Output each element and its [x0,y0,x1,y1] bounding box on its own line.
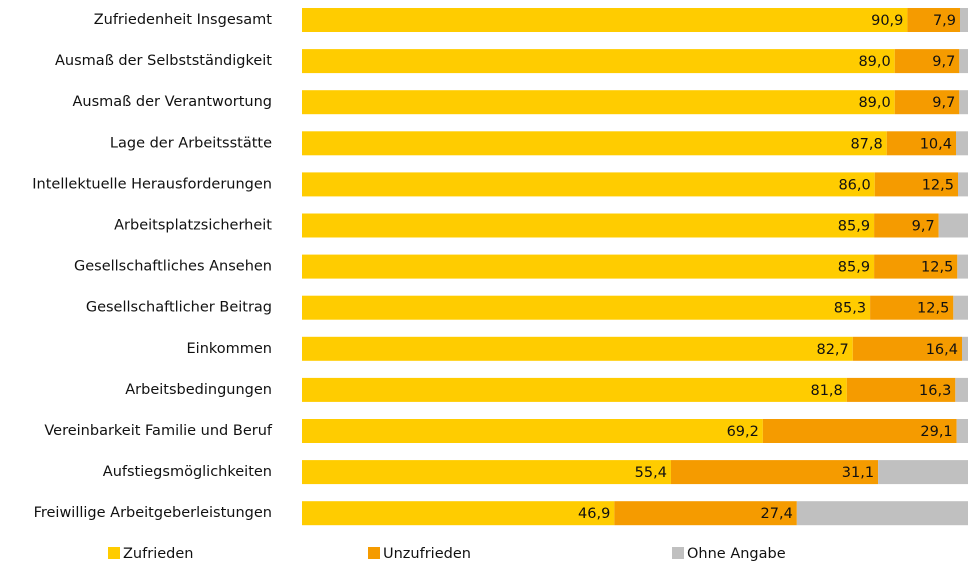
value-label: 12,5 [921,260,953,276]
value-label: 82,7 [816,342,848,358]
category-label: Arbeitsplatzsicherheit [114,218,272,234]
value-label: 9,7 [932,54,955,70]
bar-segment [959,90,968,115]
legend-label: Ohne Angabe [687,546,786,562]
category-label: Gesellschaftlicher Beitrag [86,300,272,316]
bar-segment [874,213,939,238]
bar-segment [938,213,968,238]
value-label: 27,4 [761,506,793,522]
category-label: Vereinbarkeit Familie und Beruf [44,423,273,439]
bar-segment [302,90,895,115]
value-label: 9,7 [932,95,955,111]
bar-segment [886,131,957,156]
bar-segment [956,131,968,156]
bar-segment [762,419,957,443]
bar-segment [302,336,853,361]
category-label: Aufstiegsmöglichkeiten [103,464,272,480]
legend-label: Unzufrieden [383,546,471,562]
value-label: 29,1 [920,424,952,440]
bar-segment [960,8,968,32]
value-label: 89,0 [858,95,890,111]
value-label: 81,8 [810,383,842,399]
bar-segment [870,295,954,320]
bar-segment [302,8,908,32]
category-label: Lage der Arbeitsstätte [110,135,272,151]
bar-segment [846,377,956,402]
bar-segment [874,172,959,197]
bar-segment [302,295,871,320]
bar-segment [958,172,968,197]
value-label: 69,2 [727,424,759,440]
value-label: 16,4 [926,342,958,358]
category-label: Zufriedenheit Insgesamt [94,12,273,28]
bar-segment [614,501,797,526]
category-label: Ausmaß der Verantwortung [72,94,272,110]
value-label: 55,4 [635,465,667,481]
bar-segment [955,377,968,402]
value-label: 90,9 [871,13,903,29]
category-label: Freiwillige Arbeitgeberleistungen [34,505,272,521]
value-label: 10,4 [920,136,952,152]
category-label: Intellektuelle Herausforderungen [32,176,272,192]
bar-segment [302,419,763,443]
bar-segment [302,213,875,238]
bar-segment [302,49,895,74]
bar-segment [302,377,847,402]
value-label: 85,3 [834,301,866,317]
bar-segment [956,419,968,443]
category-label: Ausmaß der Selbstständigkeit [55,53,272,69]
value-label: 12,5 [922,177,954,193]
bar-segment [852,336,963,361]
value-label: 7,9 [933,13,956,29]
bar-segment [878,460,968,485]
bar-segment [670,460,879,485]
bar-segment [302,460,671,485]
value-label: 12,5 [917,301,949,317]
bar-segment [302,172,875,197]
value-label: 46,9 [578,506,610,522]
value-label: 87,8 [850,136,882,152]
category-label: Einkommen [187,341,273,357]
value-label: 16,3 [919,383,951,399]
category-label: Arbeitsbedingungen [125,382,272,398]
value-label: 9,7 [912,219,935,235]
legend-swatch [672,547,684,559]
bar-segment [302,254,875,279]
value-label: 89,0 [858,54,890,70]
legend-swatch [108,547,120,559]
bar-segment [874,254,958,279]
value-label: 85,9 [838,219,870,235]
legend-swatch [368,547,380,559]
bar-segment [302,131,887,156]
value-label: 85,9 [838,260,870,276]
category-label: Gesellschaftliches Ansehen [74,259,272,275]
bar-segment [302,501,615,526]
bar-segment [894,49,960,74]
value-label: 31,1 [842,465,874,481]
value-label: 86,0 [838,177,870,193]
bar-segment [894,90,960,115]
bar-segment [907,8,961,32]
bar-segment [796,501,968,526]
bar-segment [957,254,968,279]
legend-label: Zufrieden [123,546,193,562]
bar-segment [962,336,968,361]
bar-segment [953,295,968,320]
bar-segment [959,49,968,74]
